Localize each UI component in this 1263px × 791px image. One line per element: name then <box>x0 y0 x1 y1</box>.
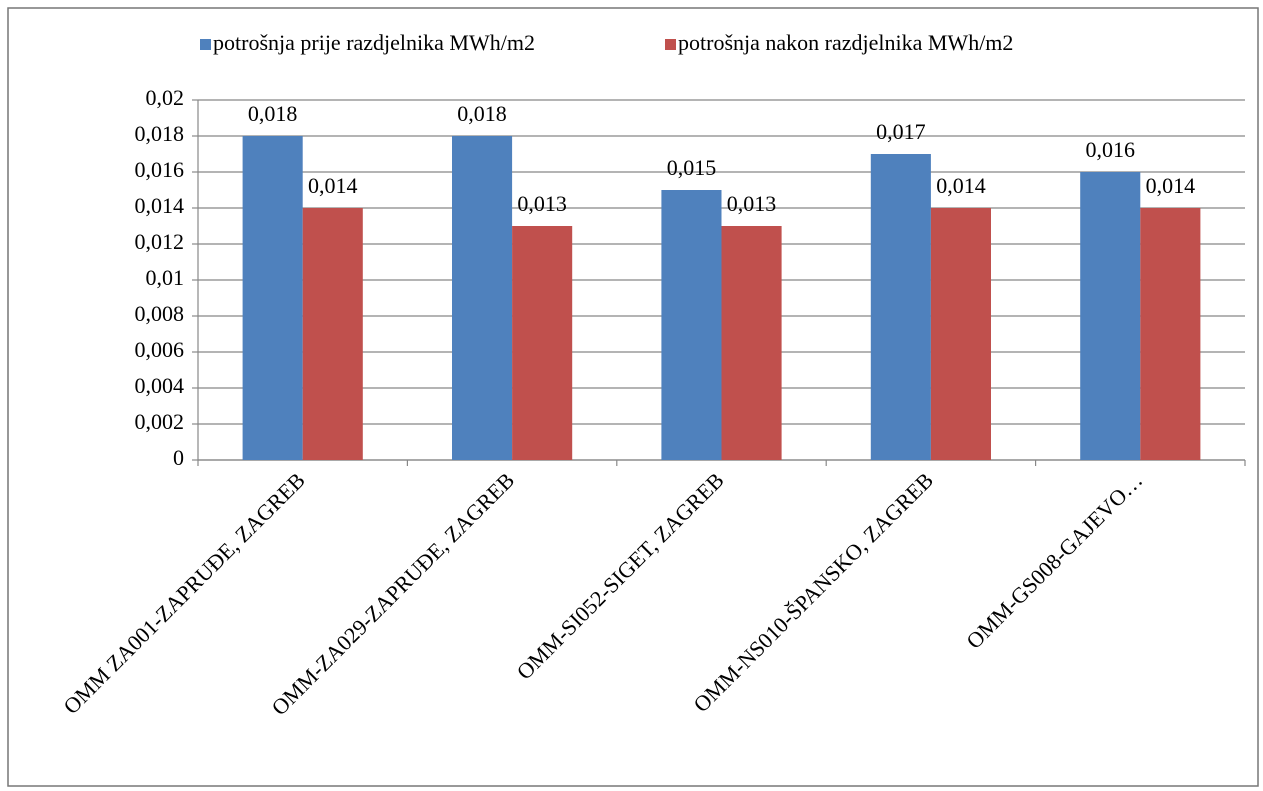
bar <box>721 226 782 460</box>
bar <box>1140 208 1201 460</box>
y-tick-label: 0,016 <box>135 157 185 182</box>
bar <box>242 136 303 460</box>
data-label: 0,014 <box>308 173 358 198</box>
legend-label: potrošnja nakon razdjelnika MWh/m2 <box>678 30 1013 55</box>
chart-frame <box>7 7 1259 787</box>
y-tick-label: 0,006 <box>135 337 185 362</box>
y-tick-label: 0,02 <box>146 85 185 110</box>
data-label: 0,017 <box>876 119 926 144</box>
y-tick-label: 0,008 <box>135 301 185 326</box>
data-label: 0,018 <box>248 101 298 126</box>
data-label: 0,015 <box>667 155 717 180</box>
bar <box>661 190 722 460</box>
y-tick-label: 0,014 <box>135 193 185 218</box>
y-tick-label: 0,012 <box>135 229 185 254</box>
data-label: 0,014 <box>1146 173 1196 198</box>
legend-swatch <box>200 39 211 50</box>
bar <box>302 208 363 460</box>
y-tick-label: 0,018 <box>135 121 185 146</box>
y-tick-label: 0,004 <box>135 373 185 398</box>
legend-label: potrošnja prije razdjelnika MWh/m2 <box>213 30 535 55</box>
data-label: 0,016 <box>1086 137 1136 162</box>
legend-swatch <box>665 39 676 50</box>
data-label: 0,018 <box>457 101 507 126</box>
bar <box>930 208 991 460</box>
bar <box>870 154 931 460</box>
bar <box>452 136 513 460</box>
data-label: 0,013 <box>727 191 777 216</box>
y-tick-label: 0,01 <box>146 265 185 290</box>
bar <box>512 226 573 460</box>
data-label: 0,014 <box>936 173 986 198</box>
bar <box>1080 172 1141 460</box>
y-tick-label: 0,002 <box>135 409 185 434</box>
y-tick-label: 0 <box>173 445 184 470</box>
data-label: 0,013 <box>517 191 567 216</box>
